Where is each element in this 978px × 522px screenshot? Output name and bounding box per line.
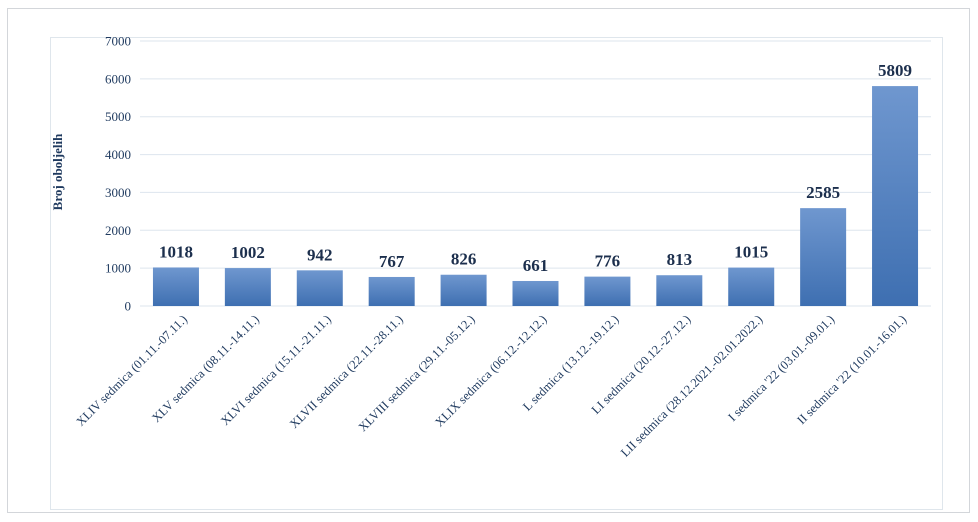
bar xyxy=(800,208,847,306)
bar xyxy=(152,267,199,306)
data-label: 767 xyxy=(379,252,405,271)
bars xyxy=(152,86,919,306)
x-tick-label: LII sedmica (28.12.2021.-02.01.2022.) xyxy=(618,312,765,459)
bar xyxy=(656,275,703,306)
x-tick-label: XLVII sedmica (22.11.-28.11.) xyxy=(287,312,406,431)
y-tick-label: 6000 xyxy=(105,71,131,86)
bar xyxy=(296,270,343,306)
bar xyxy=(368,276,415,306)
x-axis-categories: XLIV sedmica (01.11.-07.11.)XLV sedmica … xyxy=(73,312,909,459)
bar xyxy=(512,280,559,306)
data-label: 5809 xyxy=(878,61,912,80)
bar xyxy=(872,86,919,306)
y-tick-label: 3000 xyxy=(105,185,131,200)
y-tick-label: 1000 xyxy=(105,261,131,276)
y-tick-label: 4000 xyxy=(105,147,131,162)
data-label: 826 xyxy=(451,250,477,269)
data-label: 1002 xyxy=(231,243,265,262)
y-tick-label: 0 xyxy=(125,299,132,314)
bar xyxy=(728,267,775,306)
data-labels: 1018 1002 942 767 826 661 776 813 1015 2585 5809 xyxy=(159,61,912,275)
bar xyxy=(440,274,487,306)
data-label: 776 xyxy=(595,252,621,271)
y-axis-ticks: 0 1000 2000 3000 4000 5000 6000 7000 xyxy=(105,34,131,314)
bar xyxy=(584,276,631,306)
y-tick-label: 2000 xyxy=(105,223,131,238)
y-tick-label: 5000 xyxy=(105,109,131,124)
data-label: 661 xyxy=(523,256,549,275)
bar xyxy=(224,268,271,306)
plot-area xyxy=(50,37,943,510)
data-label: 2585 xyxy=(806,183,840,202)
data-label: 942 xyxy=(307,245,333,264)
data-label: 813 xyxy=(667,250,693,269)
y-axis-title: Broj oboljelih xyxy=(50,133,65,210)
y-tick-label: 7000 xyxy=(105,34,131,49)
data-label: 1015 xyxy=(734,243,768,262)
data-label: 1018 xyxy=(159,242,193,261)
x-tick-label: XLVIII sedmica (29.11.-05.12.) xyxy=(356,312,478,434)
